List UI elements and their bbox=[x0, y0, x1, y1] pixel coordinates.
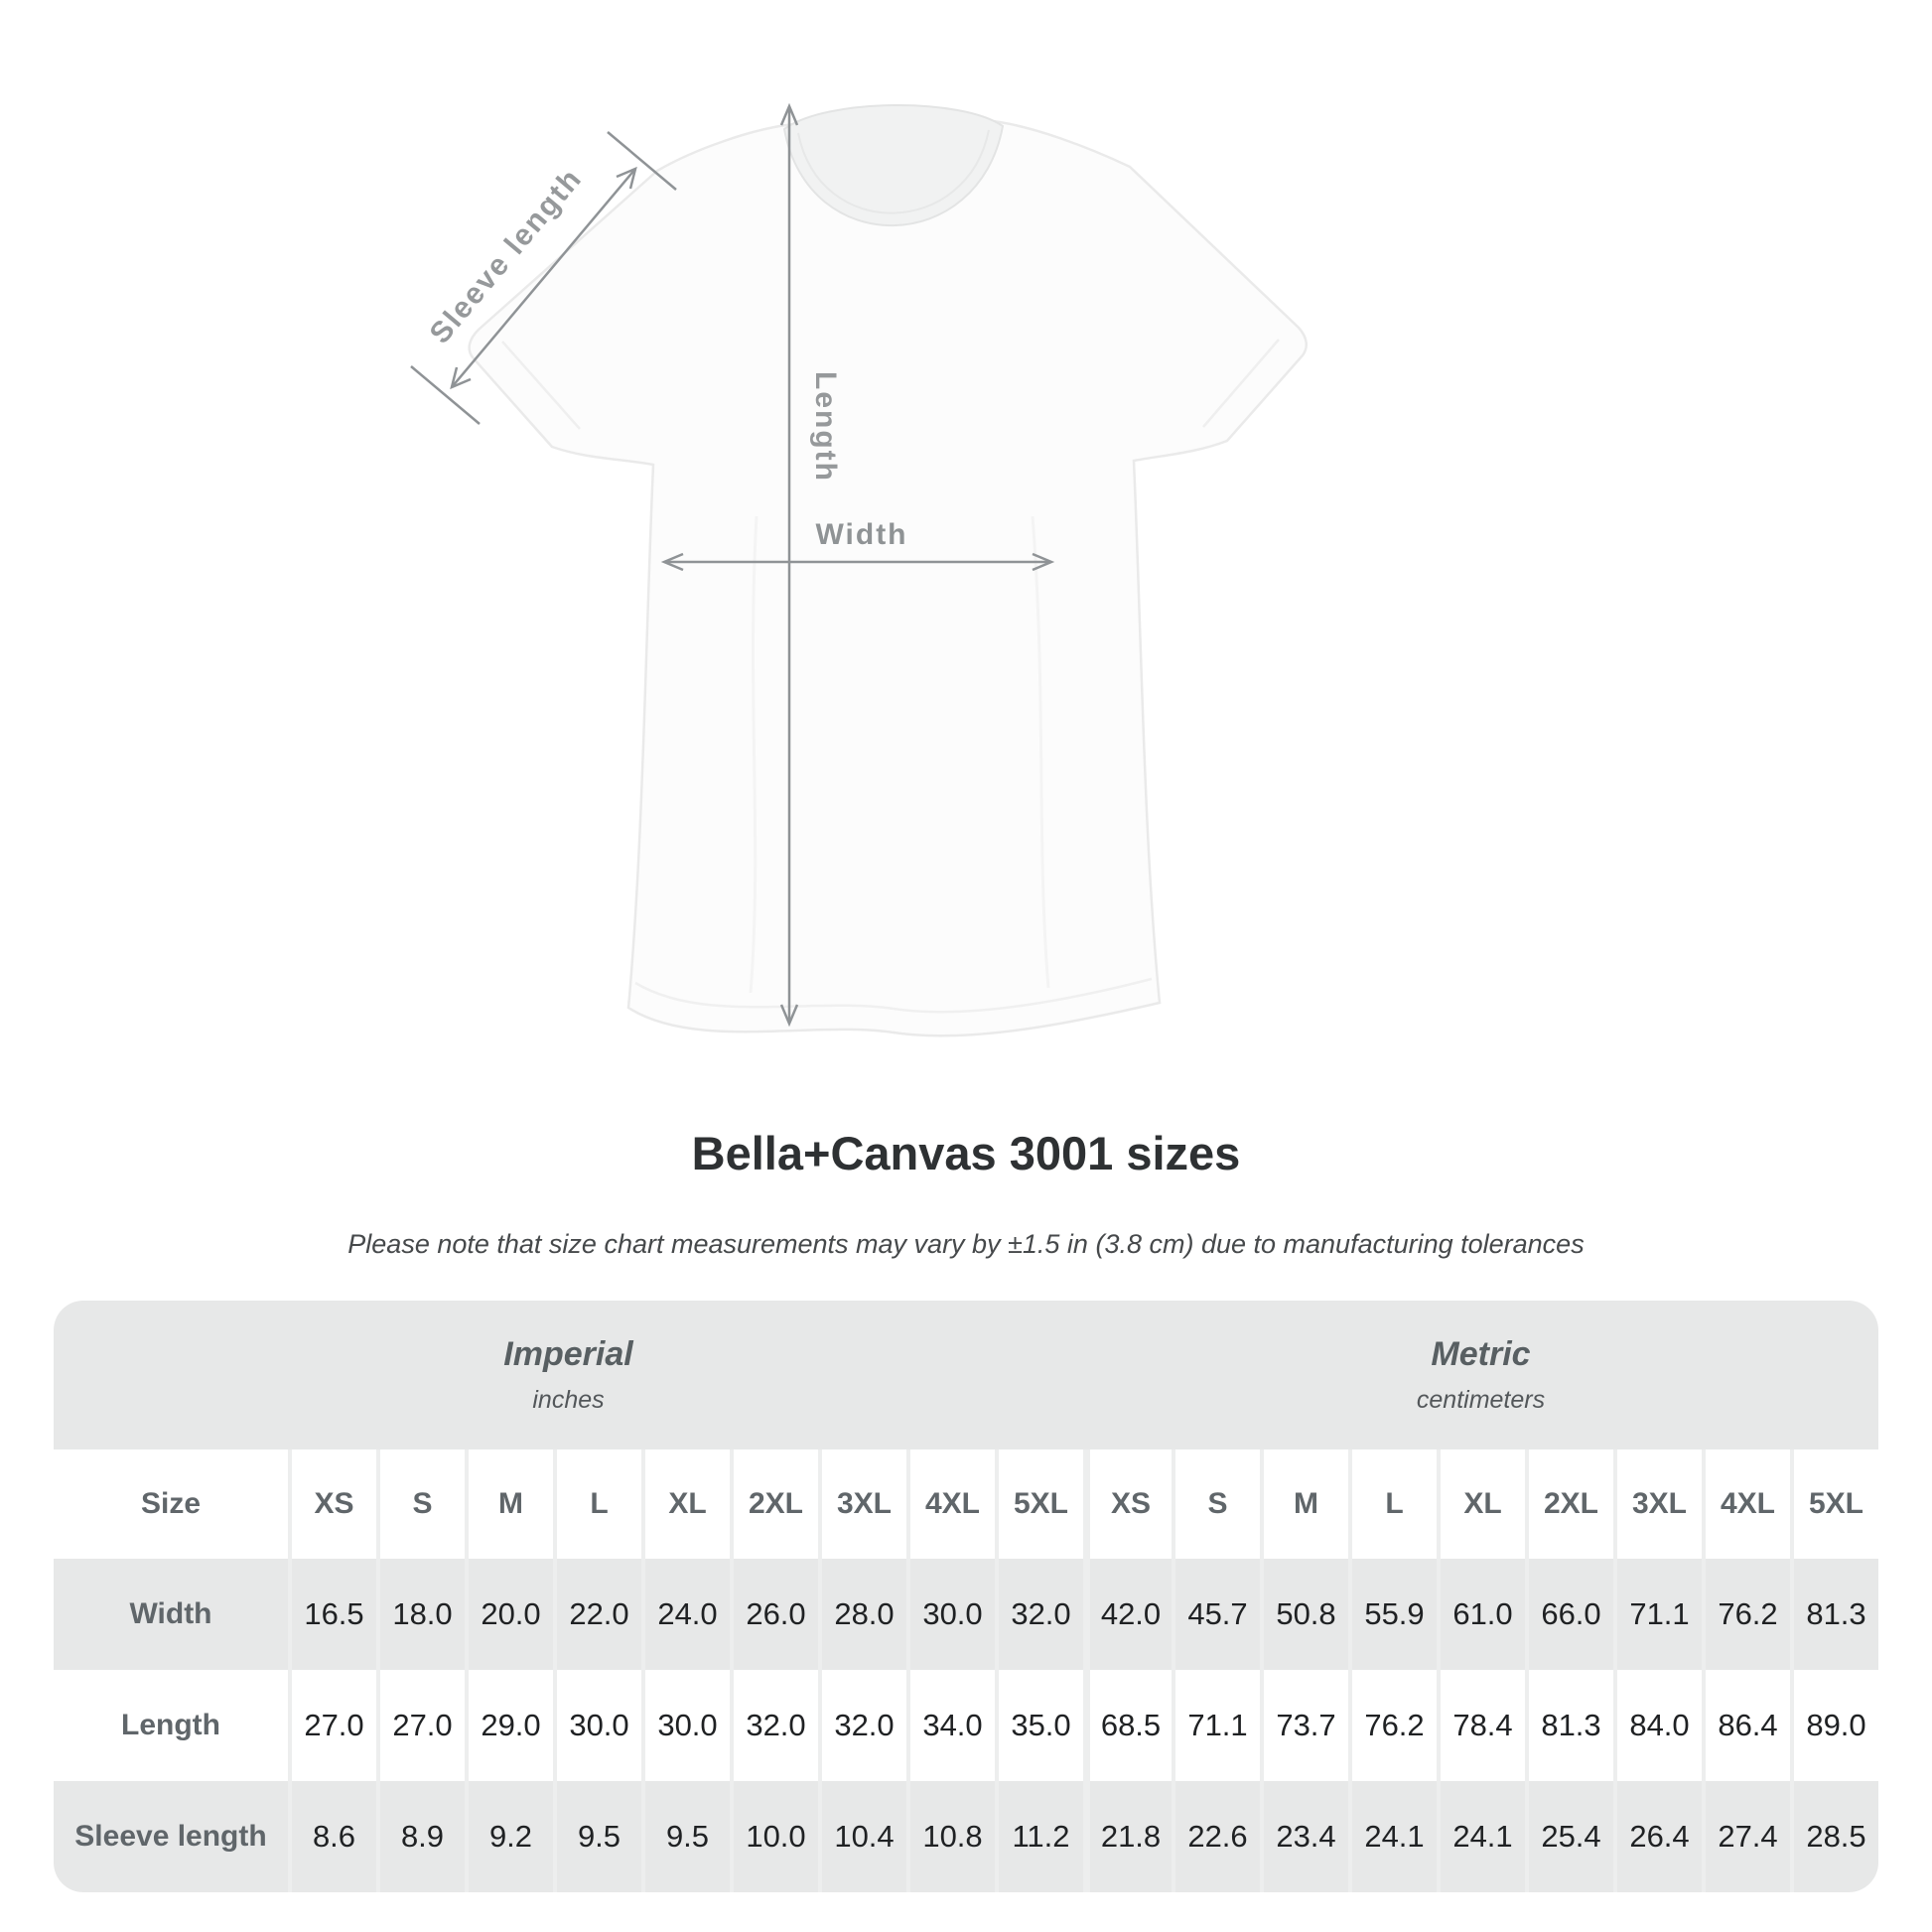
table-cell-metric: 25.4 bbox=[1525, 1781, 1613, 1892]
table-cell-metric: 73.7 bbox=[1260, 1670, 1348, 1781]
table-cell-metric: 76.2 bbox=[1348, 1670, 1437, 1781]
table-cell-metric: 26.4 bbox=[1613, 1781, 1702, 1892]
table-cell-imperial: 9.5 bbox=[553, 1781, 641, 1892]
size-col-header-metric: 4XL bbox=[1702, 1449, 1790, 1559]
tshirt-illustration bbox=[468, 104, 1308, 1037]
table-cell-metric: 81.3 bbox=[1525, 1670, 1613, 1781]
size-col-header-imperial: S bbox=[376, 1449, 465, 1559]
size-col-header-imperial: 5XL bbox=[995, 1449, 1083, 1559]
unit-section-imperial: Imperial inches bbox=[54, 1301, 1083, 1449]
measurement-row-label: Length bbox=[54, 1670, 288, 1781]
table-cell-metric: 84.0 bbox=[1613, 1670, 1702, 1781]
table-cell-metric: 71.1 bbox=[1172, 1670, 1260, 1781]
measurement-row-label: Sleeve length bbox=[54, 1781, 288, 1892]
table-cell-metric: 27.4 bbox=[1702, 1781, 1790, 1892]
table-cell-metric: 21.8 bbox=[1083, 1781, 1172, 1892]
table-cell-metric: 86.4 bbox=[1702, 1670, 1790, 1781]
measurement-row-label: Width bbox=[54, 1559, 288, 1670]
table-cell-imperial: 10.0 bbox=[730, 1781, 818, 1892]
size-col-header-metric: 2XL bbox=[1525, 1449, 1613, 1559]
size-col-header-metric: XS bbox=[1083, 1449, 1172, 1559]
table-cell-imperial: 10.4 bbox=[818, 1781, 906, 1892]
table-cell-imperial: 30.0 bbox=[641, 1670, 730, 1781]
table-cell-imperial: 29.0 bbox=[465, 1670, 553, 1781]
table-cell-imperial: 24.0 bbox=[641, 1559, 730, 1670]
table-cell-metric: 24.1 bbox=[1348, 1781, 1437, 1892]
table-cell-metric: 55.9 bbox=[1348, 1559, 1437, 1670]
table-cell-imperial: 16.5 bbox=[288, 1559, 376, 1670]
unit-section-name: Imperial bbox=[503, 1335, 633, 1373]
tolerance-note: Please note that size chart measurements… bbox=[347, 1229, 1585, 1259]
size-col-header-imperial: XL bbox=[641, 1449, 730, 1559]
size-col-header-imperial: 4XL bbox=[906, 1449, 995, 1559]
size-col-header-imperial: L bbox=[553, 1449, 641, 1559]
table-cell-metric: 50.8 bbox=[1260, 1559, 1348, 1670]
size-table-container: Imperial inches Metric centimeters Size XS S M L… bbox=[54, 1301, 1878, 1892]
table-row: Sleeve length 8.6 8.9 9.2 9.5 9.5 10.0 10.4 10.8… bbox=[54, 1781, 1878, 1892]
size-table: Imperial inches Metric centimeters Size XS S M L… bbox=[54, 1301, 1878, 1892]
table-cell-metric: 28.5 bbox=[1790, 1781, 1878, 1892]
table-cell-metric: 68.5 bbox=[1083, 1670, 1172, 1781]
table-cell-imperial: 27.0 bbox=[288, 1670, 376, 1781]
length-arrow bbox=[779, 102, 799, 1028]
table-cell-metric: 71.1 bbox=[1613, 1559, 1702, 1670]
table-cell-metric: 24.1 bbox=[1437, 1781, 1525, 1892]
width-label: Width bbox=[815, 518, 907, 551]
table-cell-imperial: 32.0 bbox=[730, 1670, 818, 1781]
table-cell-imperial: 18.0 bbox=[376, 1559, 465, 1670]
table-cell-imperial: 9.5 bbox=[641, 1781, 730, 1892]
table-cell-imperial: 9.2 bbox=[465, 1781, 553, 1892]
sleeve-length-arrow bbox=[410, 131, 677, 425]
table-cell-imperial: 11.2 bbox=[995, 1781, 1083, 1892]
table-cell-metric: 23.4 bbox=[1260, 1781, 1348, 1892]
table-cell-imperial: 27.0 bbox=[376, 1670, 465, 1781]
unit-section-unit: centimeters bbox=[1416, 1386, 1546, 1414]
table-cell-metric: 22.6 bbox=[1172, 1781, 1260, 1892]
table-cell-imperial: 8.9 bbox=[376, 1781, 465, 1892]
size-col-header-metric: S bbox=[1172, 1449, 1260, 1559]
tshirt-measurement-diagram: Sleeve length Length Width bbox=[410, 102, 1308, 1037]
width-arrow bbox=[660, 552, 1055, 572]
table-cell-metric: 89.0 bbox=[1790, 1670, 1878, 1781]
size-col-header-imperial: XS bbox=[288, 1449, 376, 1559]
page-title: Bella+Canvas 3001 sizes bbox=[691, 1127, 1241, 1179]
size-col-header-metric: XL bbox=[1437, 1449, 1525, 1559]
table-cell-imperial: 20.0 bbox=[465, 1559, 553, 1670]
table-row: Length 27.0 27.0 29.0 30.0 30.0 32.0 32.0 34.0 35… bbox=[54, 1670, 1878, 1781]
table-cell-imperial: 8.6 bbox=[288, 1781, 376, 1892]
unit-section-name: Metric bbox=[1431, 1335, 1531, 1373]
table-cell-imperial: 34.0 bbox=[906, 1670, 995, 1781]
table-cell-metric: 76.2 bbox=[1702, 1559, 1790, 1670]
size-col-header-imperial: 2XL bbox=[730, 1449, 818, 1559]
table-cell-imperial: 10.8 bbox=[906, 1781, 995, 1892]
table-cell-imperial: 22.0 bbox=[553, 1559, 641, 1670]
size-col-header-metric: 5XL bbox=[1790, 1449, 1878, 1559]
table-cell-imperial: 30.0 bbox=[906, 1559, 995, 1670]
table-cell-imperial: 32.0 bbox=[818, 1670, 906, 1781]
length-label: Length bbox=[809, 371, 842, 483]
table-row: Width 16.5 18.0 20.0 22.0 24.0 26.0 28.0 30.0 32.… bbox=[54, 1559, 1878, 1670]
table-cell-metric: 78.4 bbox=[1437, 1670, 1525, 1781]
table-cell-metric: 45.7 bbox=[1172, 1559, 1260, 1670]
size-col-header-imperial: 3XL bbox=[818, 1449, 906, 1559]
unit-section-metric: Metric centimeters bbox=[1083, 1301, 1878, 1449]
size-col-header-metric: 3XL bbox=[1613, 1449, 1702, 1559]
table-cell-metric: 61.0 bbox=[1437, 1559, 1525, 1670]
unit-section-unit: inches bbox=[532, 1386, 605, 1414]
size-row-label: Size bbox=[54, 1449, 288, 1559]
size-col-header-metric: L bbox=[1348, 1449, 1437, 1559]
size-col-header-imperial: M bbox=[465, 1449, 553, 1559]
table-cell-imperial: 26.0 bbox=[730, 1559, 818, 1670]
table-cell-imperial: 30.0 bbox=[553, 1670, 641, 1781]
table-cell-metric: 66.0 bbox=[1525, 1559, 1613, 1670]
table-cell-metric: 42.0 bbox=[1083, 1559, 1172, 1670]
table-cell-metric: 81.3 bbox=[1790, 1559, 1878, 1670]
table-cell-imperial: 35.0 bbox=[995, 1670, 1083, 1781]
table-cell-imperial: 28.0 bbox=[818, 1559, 906, 1670]
table-cell-imperial: 32.0 bbox=[995, 1559, 1083, 1670]
size-col-header-metric: M bbox=[1260, 1449, 1348, 1559]
